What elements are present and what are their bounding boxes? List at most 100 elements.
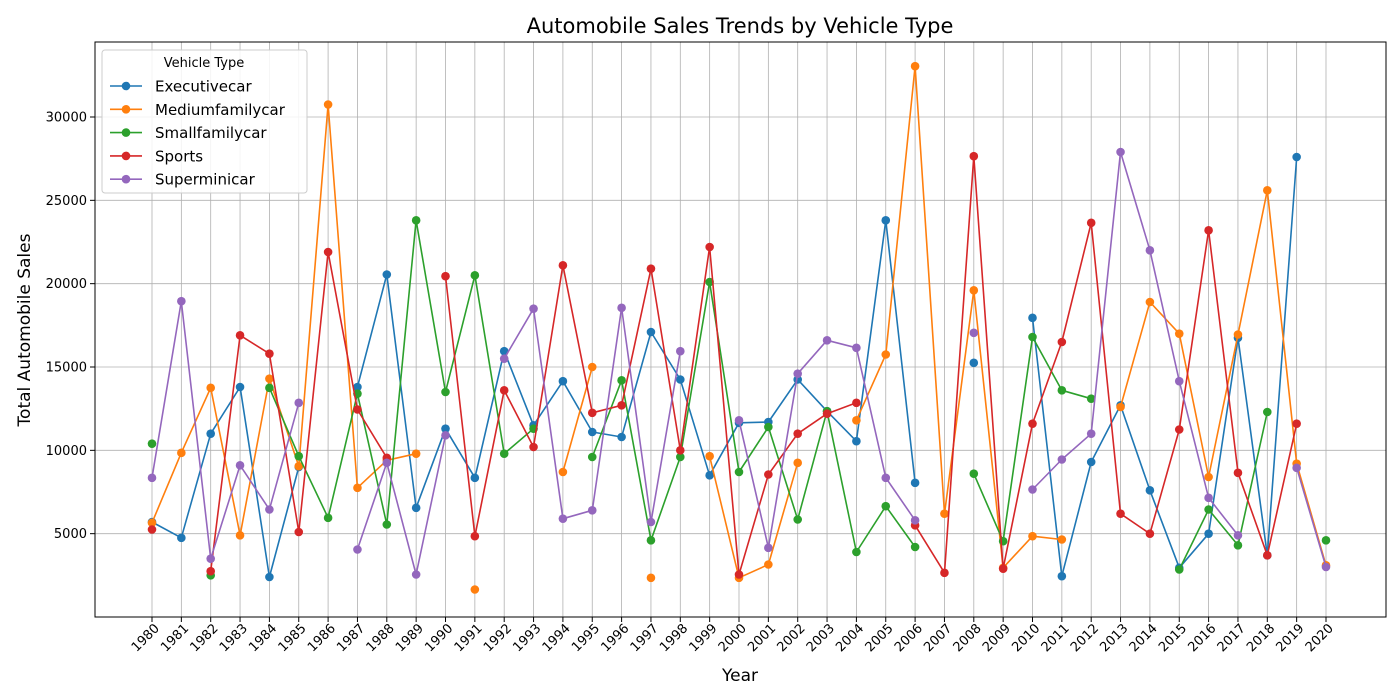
series-line: [855, 65, 1062, 569]
data-point: [998, 564, 1008, 573]
data-point: [1321, 562, 1331, 572]
data-point: [206, 554, 215, 563]
data-point: [177, 448, 186, 458]
data-point: [764, 422, 773, 432]
data-point: [969, 469, 979, 478]
data-point: [1321, 536, 1331, 545]
data-point: [558, 376, 568, 386]
data-point: [587, 427, 597, 437]
data-point: [147, 518, 157, 528]
data-point: [852, 547, 861, 557]
series-line: [356, 219, 916, 509]
data-point: [1086, 218, 1096, 228]
data-point: [147, 473, 157, 483]
data-point: [734, 416, 744, 425]
plot-frame: [94, 41, 1387, 618]
data-point: [676, 375, 685, 384]
data-point: [793, 429, 802, 438]
data-point: [323, 100, 333, 109]
legend: Vehicle Type Executivecar Mediumfamilycar…: [101, 49, 308, 194]
data-point: [587, 362, 597, 372]
data-point: [470, 271, 480, 280]
data-point: [1204, 529, 1213, 538]
series-line: [1119, 189, 1327, 566]
data-point: [705, 451, 714, 461]
data-point: [646, 264, 656, 273]
data-point: [529, 304, 538, 313]
data-point: [294, 527, 304, 537]
legend-label: Sports: [155, 147, 203, 165]
data-point: [441, 424, 450, 433]
data-point: [910, 478, 920, 488]
data-point: [1263, 186, 1272, 195]
legend-box: [101, 49, 308, 194]
data-point: [235, 531, 245, 540]
data-point: [382, 270, 392, 279]
data-point: [910, 61, 920, 71]
legend-marker: [121, 151, 131, 161]
data-point: [323, 513, 333, 523]
data-point: [822, 409, 832, 418]
legend-label: Superminicar: [155, 171, 256, 189]
data-point: [353, 382, 362, 392]
data-point: [499, 449, 509, 458]
series-line: [1178, 411, 1269, 570]
data-point: [793, 515, 802, 524]
data-point: [265, 383, 274, 393]
data-point: [734, 467, 744, 477]
data-point: [1292, 419, 1301, 428]
data-point: [1028, 531, 1037, 541]
data-point: [558, 514, 568, 523]
data-point: [764, 470, 773, 479]
data-point: [294, 451, 304, 461]
y-tick-label: 5000: [54, 527, 87, 542]
y-axis-title: Total Automobile Sales: [15, 233, 35, 427]
data-point: [1057, 337, 1067, 347]
data-point: [1233, 541, 1243, 550]
series-line: [591, 281, 916, 553]
data-point: [822, 336, 832, 345]
data-point: [646, 536, 656, 545]
data-point: [705, 242, 714, 252]
x-axis-title: Year: [721, 666, 758, 686]
data-point: [235, 382, 245, 392]
data-point: [411, 570, 421, 579]
data-point: [1086, 457, 1096, 467]
data-point: [1174, 376, 1184, 386]
data-point: [411, 449, 421, 458]
data-point: [969, 151, 979, 161]
data-point: [1116, 147, 1125, 157]
data-point: [1028, 485, 1037, 494]
data-point: [881, 473, 891, 483]
data-point: [294, 461, 304, 471]
data-point: [852, 416, 861, 425]
data-point: [1145, 486, 1155, 495]
data-point: [587, 408, 597, 418]
data-point: [617, 376, 626, 385]
data-point: [323, 247, 333, 257]
data-point: [910, 542, 920, 552]
series-line: [914, 155, 1298, 574]
data-point: [441, 431, 450, 440]
y-tick-label: 20000: [46, 277, 87, 292]
legend-title: Vehicle Type: [164, 56, 244, 71]
series-sports: [147, 151, 1301, 579]
data-point: [764, 560, 773, 569]
data-point: [1204, 226, 1213, 235]
data-point: [1204, 493, 1213, 503]
series-superminicar: [147, 147, 1331, 579]
data-point: [646, 573, 656, 583]
data-point: [940, 509, 949, 518]
legend-marker: [121, 81, 131, 91]
data-point: [1145, 246, 1155, 255]
data-point: [852, 436, 861, 446]
data-point: [441, 387, 450, 397]
data-point: [617, 432, 626, 442]
data-point: [235, 331, 245, 340]
data-point: [499, 354, 509, 363]
series-line: [151, 300, 300, 560]
series-line: [708, 456, 799, 579]
data-point: [587, 452, 597, 462]
data-point: [940, 568, 949, 578]
